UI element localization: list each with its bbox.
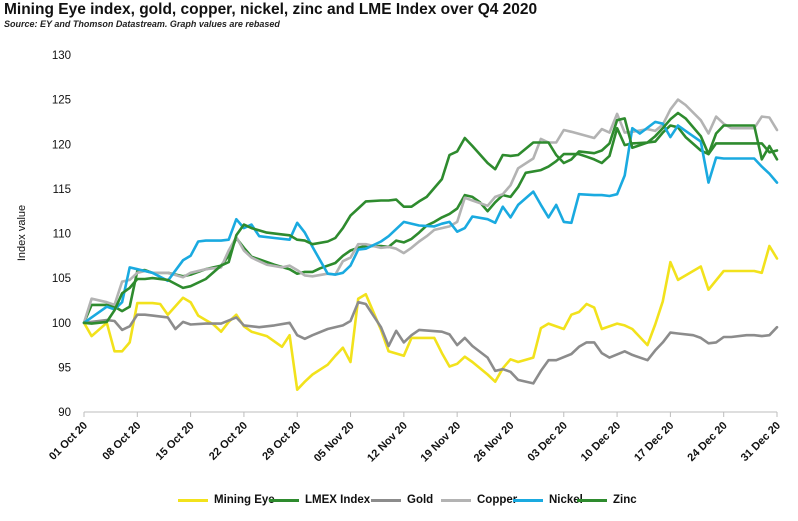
legend-item-gold: Gold xyxy=(371,494,433,506)
y-tick-label: 110 xyxy=(53,229,71,241)
y-tick-label: 130 xyxy=(52,50,71,62)
x-tick-label: 08 Oct 20 xyxy=(100,420,143,463)
x-tick-label: 05 Nov 20 xyxy=(312,420,357,465)
y-tick-label: 95 xyxy=(58,362,71,374)
legend-label: Zinc xyxy=(613,494,637,506)
legend-label: Gold xyxy=(407,494,434,506)
y-tick-label: 125 xyxy=(52,95,71,107)
legend-swatch xyxy=(371,498,401,502)
legend-label: Mining Eye xyxy=(214,494,275,506)
legend-label: Nickel xyxy=(549,494,583,506)
series-line-zinc xyxy=(82,111,779,325)
series-line-nickel xyxy=(82,120,779,325)
series-line-lmex-index xyxy=(82,124,779,325)
x-tick-label: 15 Oct 20 xyxy=(154,420,197,463)
x-tick-label: 29 Oct 20 xyxy=(260,420,303,463)
legend-label: LMEX Index xyxy=(305,494,371,506)
legend: Mining Eye LMEX Index Gold Copper Nickel Zinc xyxy=(0,494,798,514)
series-line-mining-eye xyxy=(82,244,779,392)
x-axis: 01 Oct 20 08 Oct 20 15 Oct 20 22 Oct 20 29 O… xyxy=(47,411,783,465)
legend-swatch xyxy=(577,498,607,502)
y-tick-label: 90 xyxy=(58,407,71,419)
y-tick-label: 100 xyxy=(52,318,71,330)
x-tick-label: 17 Dec 20 xyxy=(632,420,676,464)
x-tick-label: 03 Dec 20 xyxy=(526,420,570,464)
legend-item-mining-eye: Mining Eye xyxy=(178,494,275,506)
series-line-gold xyxy=(82,300,779,385)
legend-swatch xyxy=(513,498,543,502)
x-tick-label: 01 Oct 20 xyxy=(47,420,90,463)
chart-subtitle: Source: EY and Thomson Datastream. Graph… xyxy=(4,19,280,29)
y-tick-label: 105 xyxy=(52,273,71,285)
legend-item-copper: Copper xyxy=(441,494,517,506)
series-lines xyxy=(82,98,779,392)
x-tick-label: 12 Nov 20 xyxy=(365,420,410,465)
chart-title: Mining Eye index, gold, copper, nickel, … xyxy=(4,1,538,18)
series-line-copper xyxy=(82,98,779,325)
x-tick-label: 22 Oct 20 xyxy=(207,420,250,463)
legend-swatch xyxy=(178,498,208,502)
y-tick-label: 120 xyxy=(52,139,71,151)
x-tick-label: 31 Dec 20 xyxy=(739,420,783,464)
x-tick-label: 24 Dec 20 xyxy=(685,420,729,464)
y-tick-label: 115 xyxy=(53,184,71,196)
x-tick-label: 10 Dec 20 xyxy=(579,420,623,464)
legend-swatch xyxy=(441,498,471,502)
y-axis-label: Index value xyxy=(16,205,28,261)
legend-item-nickel: Nickel xyxy=(513,494,583,506)
x-tick-label: 19 Nov 20 xyxy=(418,420,463,465)
x-tick-label: 26 Nov 20 xyxy=(472,420,517,465)
legend-item-lmex-index: LMEX Index xyxy=(269,494,370,506)
y-axis: 90 95 100 105 110 115 120 125 130 xyxy=(52,50,71,419)
legend-label: Copper xyxy=(477,494,518,506)
legend-item-zinc: Zinc xyxy=(577,494,637,506)
legend-swatch xyxy=(269,498,299,502)
